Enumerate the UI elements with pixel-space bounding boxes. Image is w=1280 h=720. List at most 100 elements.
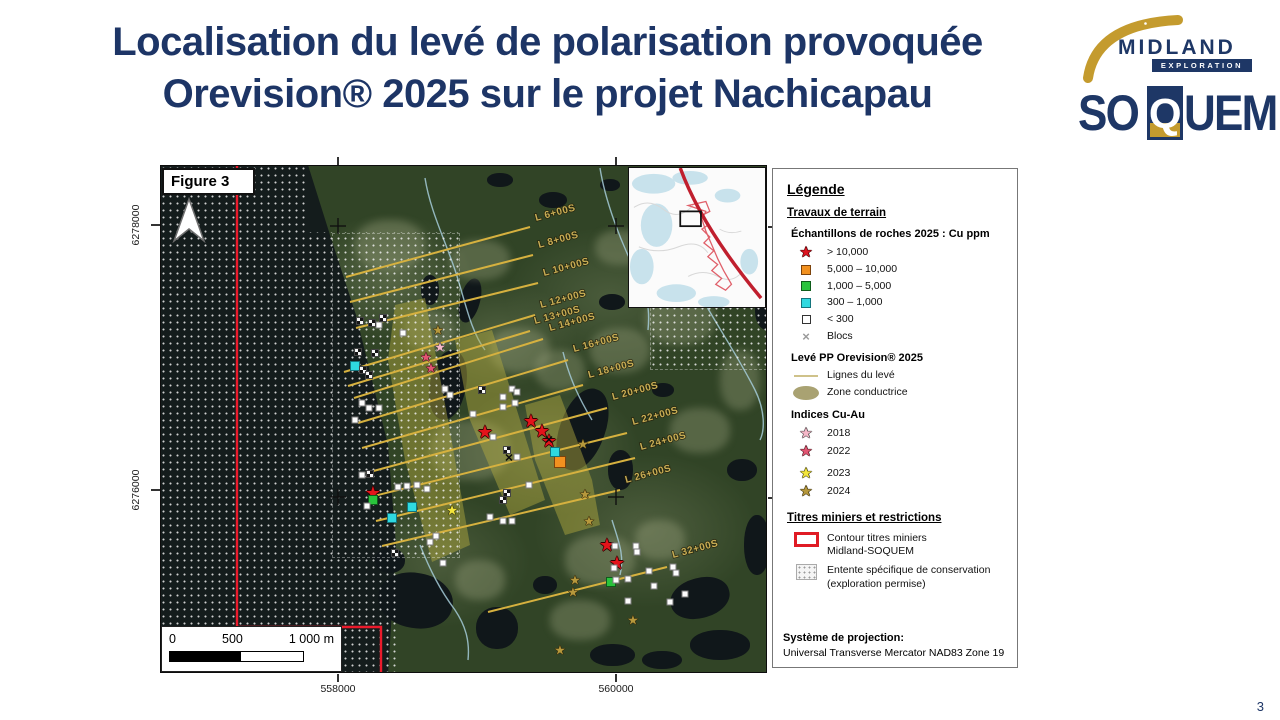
marker-bloc-icon	[354, 348, 362, 356]
legend-item-label: Zone conductrice	[827, 386, 908, 399]
marker-white-square	[365, 404, 373, 412]
legend-item: ★ 2023	[793, 466, 1007, 481]
dotted-sq-icon	[793, 564, 819, 581]
survey-line	[347, 330, 531, 387]
marker-red-star: ★	[598, 535, 616, 555]
marker-white-square	[351, 416, 359, 424]
marker-white-square	[469, 410, 477, 418]
legend-item: < 300	[793, 313, 1007, 327]
legend-item-label: 1,000 – 5,000	[827, 279, 892, 292]
legend-indices-items: ★ 2018 ★ 2022 ★ 2023 ★ 2024	[787, 426, 1007, 499]
legend-item: 1,000 – 5,000	[793, 280, 1007, 294]
marker-bloc-icon	[359, 366, 367, 374]
survey-line	[365, 407, 608, 474]
parcel-outline	[332, 233, 460, 558]
marker-layer: ★ ★ ★ ★ ★ ★ ★ ★ ★ ★ ★ ★ ★ ★ ★ ★ ★ ★ ★ ✕ ✕	[160, 165, 767, 673]
soquem-logo: SO Q UEM	[1078, 84, 1279, 142]
marker-white-square	[499, 517, 507, 525]
marker-white-square	[513, 453, 521, 461]
inset-locator-map	[628, 167, 766, 308]
star-pink-icon: ★	[799, 424, 813, 442]
north-arrow-icon	[172, 197, 206, 243]
marker-bloc-x-icon: ✕	[544, 434, 554, 447]
marker-white-square	[650, 582, 658, 590]
legend-item: ★ 2018	[793, 426, 1007, 441]
sq-green-icon	[793, 281, 819, 292]
survey-line	[357, 359, 569, 424]
legend-item-label: 2018	[827, 426, 851, 439]
legend-section-leve: Levé PP Orevision® 2025	[791, 352, 924, 365]
marker-olive-star-2024: ★	[569, 572, 581, 588]
marker-olive-star-2024: ★	[579, 486, 591, 502]
marker-white-square	[358, 471, 366, 479]
marker-red-star: ★	[522, 411, 540, 431]
marker-bloc-icon	[379, 314, 387, 322]
legend-section-echantillons: Échantillons de roches 2025 : Cu ppm	[791, 228, 990, 240]
marker-red-star: ★	[540, 431, 558, 451]
scale-bar: 0 500 1 000 m	[161, 626, 342, 672]
projection-info: Système de projection: Universal Transve…	[783, 632, 1013, 659]
marker-olive-star-2024: ★	[627, 612, 639, 628]
sq-white-icon	[793, 315, 819, 325]
legend-item: ★ 2022	[793, 444, 1007, 459]
page-number: 3	[1256, 699, 1264, 714]
legend-item-label: Blocs	[827, 329, 853, 342]
marker-olive-star-2024: ★	[583, 513, 595, 529]
marker-bloc-icon	[366, 470, 374, 478]
soquem-q-box: Q	[1147, 86, 1184, 140]
survey-line	[349, 254, 534, 303]
axis-label-northing-top: 6278000	[130, 204, 142, 246]
marker-bloc-icon	[391, 549, 399, 557]
marker-white-square	[439, 559, 447, 567]
marker-white-square	[358, 399, 366, 407]
marker-cyan-square	[550, 447, 560, 457]
marker-white-square	[363, 502, 371, 510]
legend-section-travaux: Travaux de terrain	[787, 207, 887, 219]
marker-white-square	[375, 321, 383, 329]
marker-white-square	[666, 598, 674, 606]
scale-1000: 1 000 m	[288, 632, 334, 646]
marker-olive-star-2024: ★	[577, 436, 589, 452]
marker-bloc-icon	[356, 317, 364, 325]
survey-line	[369, 432, 628, 498]
marker-white-square	[612, 576, 620, 584]
rect-red-icon	[793, 531, 819, 547]
marker-cyan-square	[407, 502, 417, 512]
midland-wordmark: MIDLAND	[1118, 36, 1236, 59]
sq-cyan-icon	[793, 298, 819, 309]
marker-white-square	[399, 329, 407, 337]
legend-item-label: < 300	[827, 312, 854, 325]
legend-title: Légende	[787, 181, 845, 197]
legend-item: Entente spécifique de conservation (expl…	[793, 564, 1007, 591]
marker-white-square	[499, 403, 507, 411]
midland-logo: MIDLAND EXPLORATION	[1082, 12, 1274, 84]
marker-white-square	[669, 563, 677, 571]
star-olive-icon: ★	[799, 482, 813, 500]
marker-white-square	[513, 388, 521, 396]
legend-item: Lignes du levé	[793, 369, 1007, 383]
marker-olive-star-2024: ★	[567, 584, 579, 600]
scale-0: 0	[169, 632, 176, 646]
legend-item-label: Contour titres miniers Midland-SOQUEM	[827, 531, 927, 558]
soquem-q: Q	[1148, 90, 1182, 137]
soquem-uem: UEM	[1184, 85, 1278, 141]
ellipse-khaki-icon	[793, 385, 819, 400]
legend-item-label: Lignes du levé	[827, 369, 895, 382]
marker-olive-star-2024: ★	[432, 322, 444, 338]
conservation-dots-east	[650, 298, 767, 370]
marker-bloc-icon	[478, 386, 486, 394]
marker-bloc-icon	[368, 319, 376, 327]
legend-item-label: 2022	[827, 444, 851, 457]
marker-bloc-icon	[499, 496, 507, 504]
sq-orange-icon	[793, 264, 819, 275]
legend-item-label: 2023	[827, 466, 851, 479]
marker-white-square	[423, 485, 431, 493]
page-title: Localisation du levé de polarisation pro…	[25, 16, 1070, 120]
marker-white-square	[441, 385, 449, 393]
midland-exploration-box: EXPLORATION	[1152, 59, 1252, 72]
marker-white-square	[624, 597, 632, 605]
marker-green-square	[368, 495, 378, 505]
figure-label: Figure 3	[162, 168, 255, 195]
legend-item: ★ 2024	[793, 484, 1007, 499]
